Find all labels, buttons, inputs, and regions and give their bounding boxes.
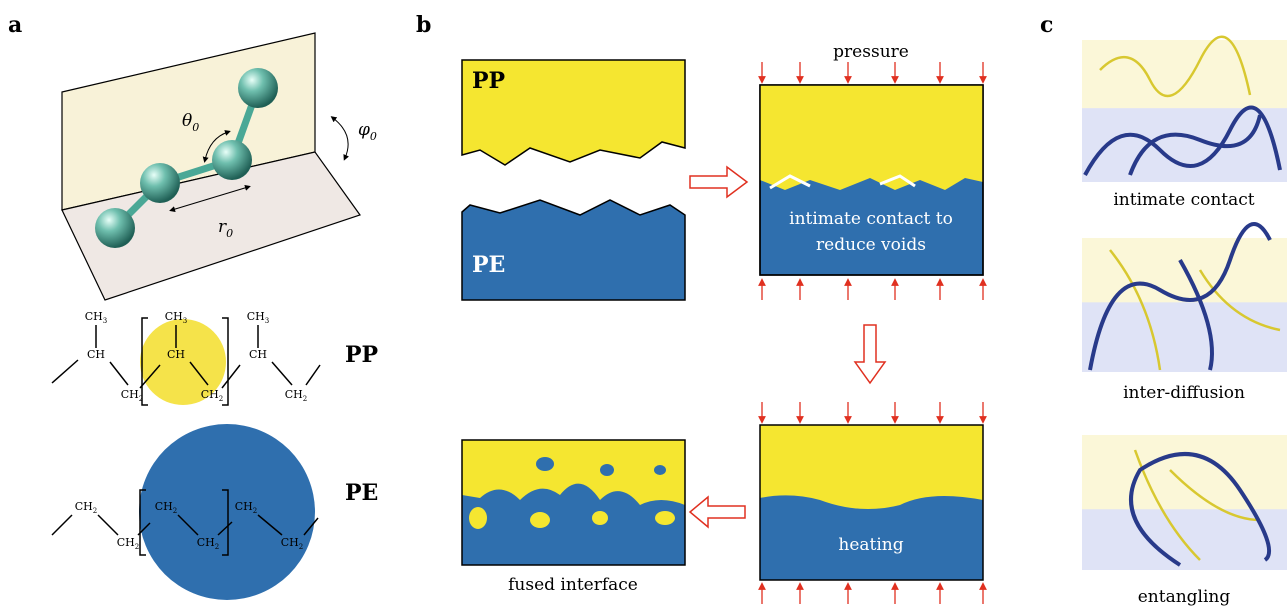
chem-text: CH: [75, 500, 93, 513]
pp-label: PP: [345, 342, 378, 368]
chem-group: CH2: [117, 536, 139, 551]
chem-group: CH3: [247, 310, 269, 325]
chem-text: CH: [117, 536, 135, 549]
chem-text: CH: [201, 388, 219, 401]
chem-text: CH: [281, 536, 299, 549]
chem-group: CH: [87, 348, 105, 361]
chem-text: CH: [167, 348, 185, 361]
chem-text: CH: [247, 310, 265, 323]
chem-sub: 2: [93, 507, 97, 515]
chem-sub: 2: [219, 395, 223, 403]
chem-sub: 2: [173, 507, 177, 515]
pressure-label: pressure: [833, 42, 909, 62]
chem-group: CH2: [201, 388, 223, 403]
chem-text: CH: [87, 348, 105, 361]
chem-text: CH: [85, 310, 103, 323]
chem-group: CH2: [285, 388, 307, 403]
chem-group: CH2: [75, 500, 97, 515]
chem-text: CH: [121, 388, 139, 401]
snapshot-caption: intimate contact: [1113, 190, 1254, 210]
chem-sub: 2: [303, 395, 307, 403]
material-label: PP: [472, 68, 505, 94]
chem-sub: 3: [183, 317, 187, 325]
chem-sub: 2: [135, 543, 139, 551]
snapshot-caption: inter-diffusion: [1123, 383, 1245, 403]
panel-label: a: [8, 12, 22, 38]
chem-text: CH: [249, 348, 267, 361]
chem-text: CH: [285, 388, 303, 401]
chem-group: CH2: [121, 388, 143, 403]
chem-text: CH: [155, 500, 173, 513]
angle-arrow: [333, 118, 348, 158]
chem-text: CH: [165, 310, 183, 323]
pe-region: [1082, 108, 1287, 182]
chem-sub: 2: [253, 507, 257, 515]
material-label: PE: [472, 252, 505, 278]
chem-text: CH: [235, 500, 253, 513]
pe-block: [462, 200, 685, 300]
panel-label: c: [1040, 12, 1053, 38]
contact-label: intimate contact to: [789, 209, 953, 229]
pp-block: [760, 85, 983, 190]
pe-region: [1082, 302, 1287, 372]
heating-label: heating: [838, 535, 903, 555]
chem-group: CH3: [85, 310, 107, 325]
panel-label: b: [416, 12, 431, 38]
chem-sub: 2: [139, 395, 143, 403]
chem-sub: 2: [299, 543, 303, 551]
chem-sub: 3: [265, 317, 269, 325]
contact-label: reduce voids: [816, 235, 926, 255]
chem-sub: 2: [215, 543, 219, 551]
chem-group: CH3: [165, 310, 187, 325]
chem-group: CH: [167, 348, 185, 361]
chem-group: CH: [249, 348, 267, 361]
chem-sub: 3: [103, 317, 107, 325]
fused-label: fused interface: [508, 575, 638, 595]
pe-label: PE: [345, 480, 378, 506]
phi-label: φ0: [358, 120, 377, 143]
chem-text: CH: [197, 536, 215, 549]
figure: a θ0 φ0 r0 CH3CH3CH3CHCHCHCH2CH2CH2CH2CH…: [0, 0, 1287, 606]
snapshot-caption: entangling: [1138, 587, 1231, 606]
